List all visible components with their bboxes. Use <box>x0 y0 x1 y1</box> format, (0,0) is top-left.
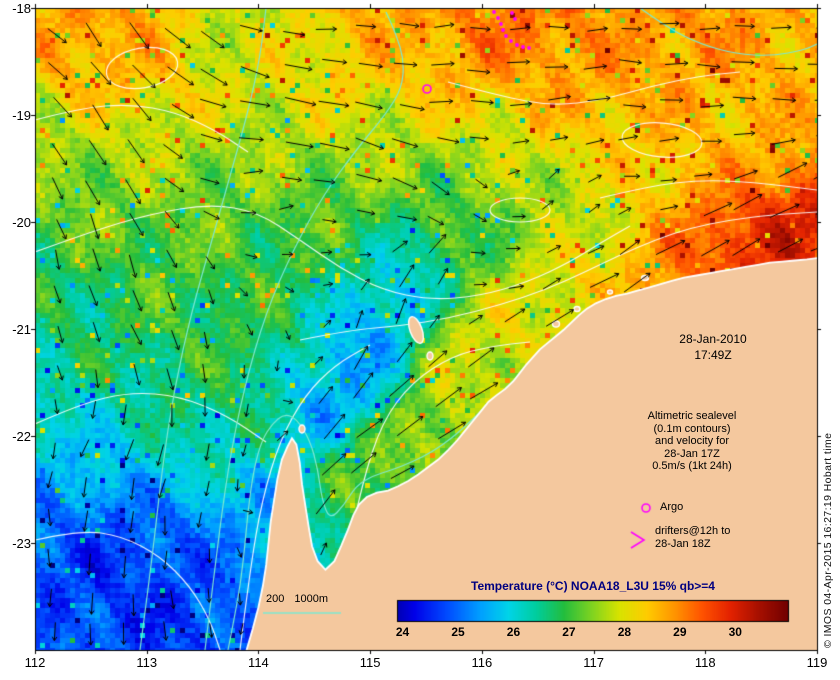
colorbar-tick-label: 25 <box>451 625 465 639</box>
colorbar-tick-label: 29 <box>673 625 687 639</box>
y-tick-label: -23 <box>12 536 31 551</box>
altimetric-line: 28-Jan 17Z <box>664 447 720 460</box>
depth-200-label: 200 <box>266 593 285 605</box>
x-tick-label: 115 <box>359 655 381 670</box>
colorbar-tick-label: 24 <box>395 625 410 639</box>
drifter-legend-line: 28-Jan 18Z <box>655 538 711 550</box>
argo-legend-label: Argo <box>660 501 684 513</box>
y-tick-label: -20 <box>12 215 31 230</box>
y-tick-label: -21 <box>12 322 31 337</box>
drifter-legend-label: drifters@12h to 28-Jan 18Z <box>655 525 730 551</box>
y-tick-label: -22 <box>12 429 31 444</box>
y-tick-label: -19 <box>12 108 31 123</box>
altimetric-note: Altimetric sealevel (0.1m contours) and … <box>608 410 776 473</box>
x-tick-label: 119 <box>806 655 828 670</box>
altimetric-line: Altimetric sealevel <box>647 410 737 422</box>
altimetric-line: and velocity for <box>655 435 729 447</box>
depth-1000-label: 1000m <box>294 593 328 605</box>
colorbar-tick-label: 27 <box>562 625 576 639</box>
x-tick-label: 113 <box>136 655 158 670</box>
timestamp-block: 28-Jan-2010 17:49Z <box>648 331 778 363</box>
x-tick-label: 112 <box>24 655 46 670</box>
timestamp-time: 17:49Z <box>694 348 732 362</box>
x-tick-label: 114 <box>248 655 269 670</box>
x-tick-label: 118 <box>694 655 716 670</box>
y-tick-label: -18 <box>12 1 31 16</box>
altimetric-line: (0.1m contours) <box>653 422 731 435</box>
colorbar-tick-label: 30 <box>728 625 742 639</box>
drifter-legend-line: drifters@12h to <box>655 525 731 537</box>
copyright-note: © IMOS 04-Apr-2015 16:27:19 Hobart time <box>822 432 834 648</box>
x-tick-label: 117 <box>583 655 604 670</box>
timestamp-date: 28-Jan-2010 <box>679 332 747 346</box>
x-tick-label: 116 <box>471 655 493 670</box>
depth-contour-legend: 200 1000m <box>266 593 338 605</box>
altimetric-line: 0.5m/s (1kt 24h) <box>652 460 732 472</box>
colorbar-tick-label: 28 <box>617 625 632 639</box>
colorbar-title: Temperature (°C) NOAA18_L3U 15% qb>=4 <box>471 579 715 593</box>
colorbar-tick-label: 26 <box>506 625 521 639</box>
